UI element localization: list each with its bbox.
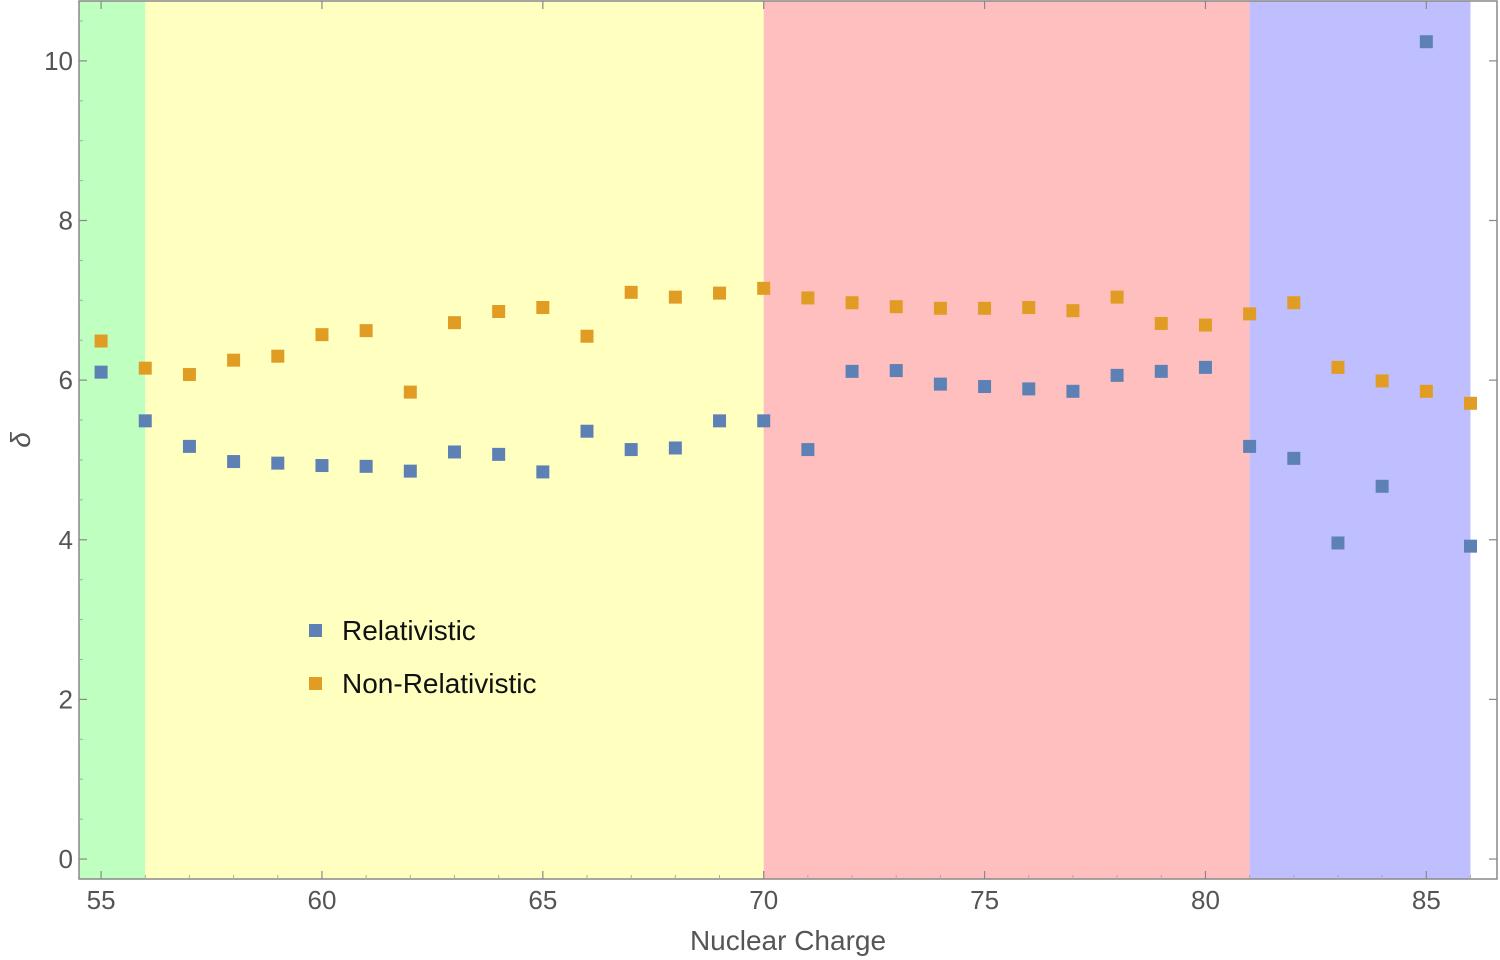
data-point-relativistic bbox=[403, 464, 417, 478]
x-tick-label: 80 bbox=[1191, 885, 1220, 915]
region-band-3 bbox=[1249, 1, 1471, 879]
y-axis-label: δ bbox=[5, 432, 36, 448]
data-point-non-relativistic bbox=[757, 281, 771, 295]
legend-swatch-non-relativistic bbox=[309, 677, 322, 690]
data-point-relativistic bbox=[182, 439, 196, 453]
legend-label-non-relativistic: Non-Relativistic bbox=[342, 668, 537, 699]
data-point-non-relativistic bbox=[271, 349, 285, 363]
data-point-relativistic bbox=[492, 447, 506, 461]
data-point-non-relativistic bbox=[889, 300, 903, 314]
data-point-relativistic bbox=[1331, 536, 1345, 550]
data-point-relativistic bbox=[447, 445, 461, 459]
data-point-relativistic bbox=[757, 414, 771, 428]
data-point-relativistic bbox=[889, 364, 903, 378]
data-point-non-relativistic bbox=[403, 385, 417, 399]
data-point-non-relativistic bbox=[1375, 374, 1389, 388]
data-point-non-relativistic bbox=[1243, 307, 1257, 321]
y-axis-ticks: 0 2 4 6 8 10 bbox=[44, 20, 1497, 874]
legend-label-relativistic: Relativistic bbox=[342, 615, 476, 646]
data-point-relativistic bbox=[668, 441, 682, 455]
data-point-non-relativistic bbox=[1066, 304, 1080, 318]
data-point-relativistic bbox=[580, 424, 594, 438]
data-point-non-relativistic bbox=[227, 353, 241, 367]
data-point-relativistic bbox=[1198, 360, 1212, 374]
data-point-non-relativistic bbox=[1287, 296, 1301, 310]
x-tick-label: 55 bbox=[87, 885, 116, 915]
data-point-relativistic bbox=[1287, 451, 1301, 465]
x-tick-label: 70 bbox=[749, 885, 778, 915]
x-tick-label: 75 bbox=[970, 885, 999, 915]
data-point-non-relativistic bbox=[1419, 384, 1433, 398]
region-band-2 bbox=[763, 1, 1250, 879]
data-point-non-relativistic bbox=[1022, 301, 1036, 315]
data-point-relativistic bbox=[1110, 368, 1124, 382]
data-point-relativistic bbox=[94, 365, 108, 379]
y-tick-label: 4 bbox=[59, 525, 73, 555]
data-point-non-relativistic bbox=[1331, 360, 1345, 374]
data-point-relativistic bbox=[536, 465, 550, 479]
y-tick-label: 0 bbox=[59, 844, 73, 874]
data-point-non-relativistic bbox=[933, 301, 947, 315]
data-point-non-relativistic bbox=[668, 290, 682, 304]
data-point-relativistic bbox=[1243, 439, 1257, 453]
y-tick-label: 2 bbox=[59, 684, 73, 714]
data-point-relativistic bbox=[1463, 539, 1477, 553]
plot-frame bbox=[78, 0, 1498, 880]
data-point-relativistic bbox=[845, 364, 859, 378]
region-band-0 bbox=[79, 1, 146, 879]
data-point-non-relativistic bbox=[713, 286, 727, 300]
data-point-non-relativistic bbox=[845, 296, 859, 310]
data-point-non-relativistic bbox=[359, 324, 373, 338]
data-point-non-relativistic bbox=[978, 301, 992, 315]
data-point-non-relativistic bbox=[94, 334, 108, 348]
x-axis-ticks: 55 60 65 70 75 80 85 bbox=[87, 1, 1471, 915]
data-point-relativistic bbox=[1419, 35, 1433, 49]
data-point-relativistic bbox=[359, 459, 373, 473]
data-point-non-relativistic bbox=[536, 301, 550, 315]
data-point-relativistic bbox=[1022, 382, 1036, 396]
legend: Relativistic Non-Relativistic bbox=[309, 615, 537, 699]
data-point-relativistic bbox=[271, 456, 285, 470]
data-point-non-relativistic bbox=[1198, 318, 1212, 332]
data-point-non-relativistic bbox=[182, 368, 196, 382]
data-point-relativistic bbox=[624, 443, 638, 457]
x-tick-label: 85 bbox=[1412, 885, 1441, 915]
data-point-non-relativistic bbox=[1110, 290, 1124, 304]
data-point-relativistic bbox=[978, 380, 992, 394]
y-tick-label: 6 bbox=[59, 365, 73, 395]
data-point-relativistic bbox=[138, 414, 152, 428]
data-point-relativistic bbox=[801, 443, 815, 457]
data-point-non-relativistic bbox=[492, 304, 506, 318]
y-tick-label: 10 bbox=[44, 46, 73, 76]
data-point-non-relativistic bbox=[138, 361, 152, 375]
data-point-relativistic bbox=[1066, 384, 1080, 398]
data-point-non-relativistic bbox=[315, 328, 329, 342]
data-point-relativistic bbox=[713, 414, 727, 428]
data-point-non-relativistic bbox=[447, 316, 461, 330]
data-point-non-relativistic bbox=[580, 329, 594, 343]
data-point-non-relativistic bbox=[624, 285, 638, 299]
y-tick-label: 8 bbox=[59, 206, 73, 236]
region-band-1 bbox=[145, 1, 764, 879]
data-point-relativistic bbox=[315, 459, 329, 473]
x-axis-label: Nuclear Charge bbox=[690, 925, 886, 956]
data-point-relativistic bbox=[933, 377, 947, 391]
x-tick-label: 65 bbox=[528, 885, 557, 915]
data-point-non-relativistic bbox=[1154, 316, 1168, 330]
data-points bbox=[94, 35, 1477, 553]
background-regions bbox=[79, 1, 1471, 879]
legend-swatch-relativistic bbox=[309, 624, 322, 637]
data-point-non-relativistic bbox=[801, 291, 815, 305]
data-point-relativistic bbox=[227, 455, 241, 469]
data-point-relativistic bbox=[1154, 364, 1168, 378]
x-tick-label: 60 bbox=[307, 885, 336, 915]
data-point-relativistic bbox=[1375, 479, 1389, 493]
data-point-non-relativistic bbox=[1463, 396, 1477, 410]
